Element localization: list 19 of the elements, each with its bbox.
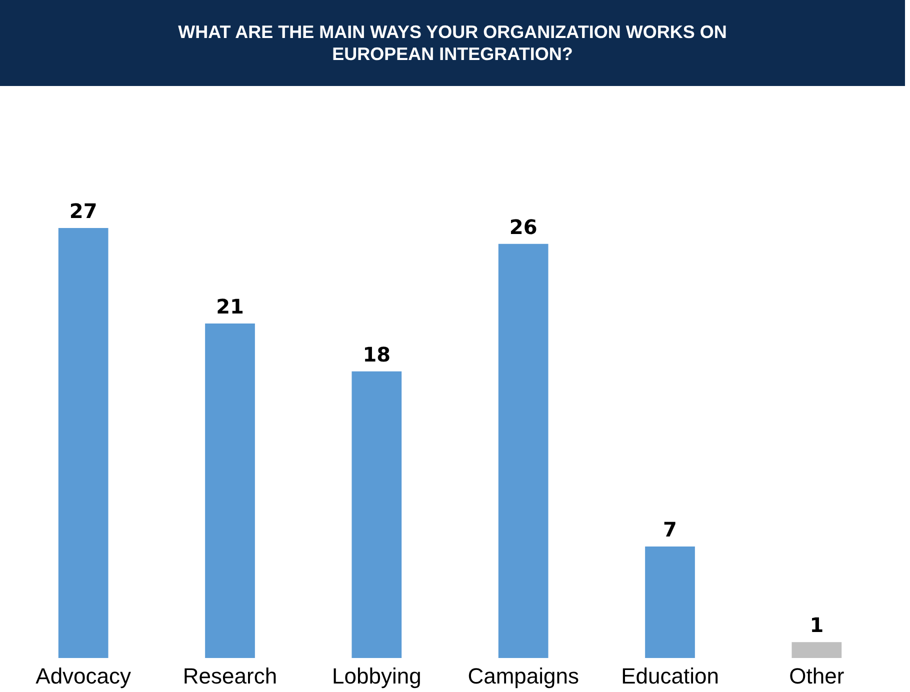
chart-title: WHAT ARE THE MAIN WAYS YOUR ORGANIZATION WORKS ON EUROPEAN INTEGRATION? (177, 21, 728, 65)
data-label: 7 (663, 518, 677, 542)
x-tick-label: Other (789, 664, 844, 688)
bar (498, 244, 548, 658)
x-tick-label: Research (182, 664, 278, 688)
x-tick-label: Lobbying (332, 664, 422, 688)
data-label: 21 (216, 294, 244, 319)
bar (645, 546, 695, 658)
x-tick-label: Advocacy (36, 664, 132, 688)
data-label: 26 (509, 214, 538, 239)
bar (792, 642, 842, 658)
x-tick-label: Education (621, 664, 719, 688)
data-label: 1 (810, 613, 824, 638)
bar (205, 324, 255, 658)
x-tick-label: Campaigns (468, 664, 579, 688)
data-label: 27 (69, 199, 98, 223)
bar (58, 228, 108, 658)
data-label: 18 (362, 342, 391, 366)
bar (352, 371, 402, 658)
